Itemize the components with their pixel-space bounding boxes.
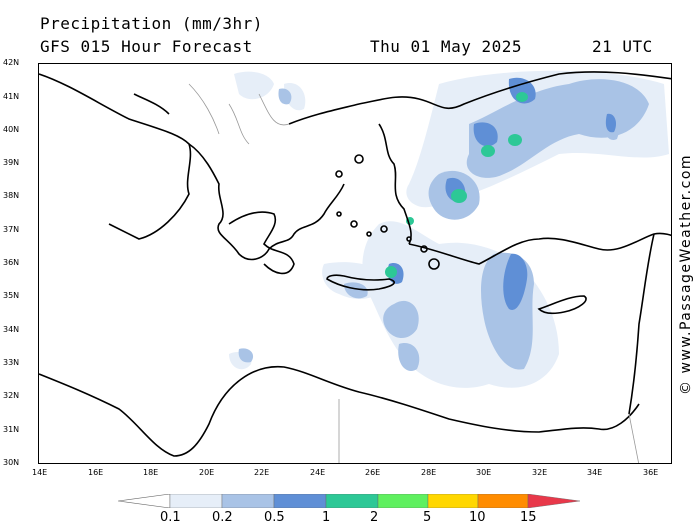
lat-label: 36N xyxy=(3,258,20,267)
lat-label: 34N xyxy=(3,325,20,334)
lat-label: 40N xyxy=(3,125,20,134)
lat-label: 35N xyxy=(3,291,20,300)
legend-label: 10 xyxy=(469,510,486,525)
legend-swatch-15 xyxy=(527,494,580,508)
precip-legend xyxy=(118,494,580,508)
lat-label: 37N xyxy=(3,225,20,234)
legend-swatch-1 xyxy=(325,494,379,508)
legend-swatch-0.2 xyxy=(221,494,275,508)
legend-swatch-5 xyxy=(427,494,479,508)
legend-label: 15 xyxy=(520,510,537,525)
lat-label: 42N xyxy=(3,58,20,67)
legend-label: 1 xyxy=(322,510,331,525)
precip-heavy xyxy=(387,77,617,310)
lat-label: 31N xyxy=(3,425,20,434)
legend-swatch-below xyxy=(118,494,171,508)
forecast-date: Thu 01 May 2025 xyxy=(370,37,522,56)
legend-label: 5 xyxy=(423,510,432,525)
legend-swatch-2 xyxy=(377,494,429,508)
lon-label: 34E xyxy=(587,468,603,477)
lat-label: 39N xyxy=(3,158,20,167)
lat-label: 41N xyxy=(3,92,20,101)
lon-label: 22E xyxy=(254,468,270,477)
borders xyxy=(188,83,640,463)
legend-swatch-0.1 xyxy=(169,494,223,508)
lat-label: 38N xyxy=(3,191,20,200)
lon-label: 28E xyxy=(421,468,437,477)
legend-label: 0.2 xyxy=(212,510,233,525)
lon-label: 36E xyxy=(643,468,659,477)
lon-label: 20E xyxy=(199,468,215,477)
precip-intense xyxy=(385,92,528,278)
legend-swatch-0.5 xyxy=(273,494,327,508)
lon-label: 16E xyxy=(88,468,104,477)
lat-label: 33N xyxy=(3,358,20,367)
legend-label: 0.1 xyxy=(160,510,181,525)
map-title: Precipitation (mm/3hr) xyxy=(40,14,263,33)
forecast-subtitle: GFS 015 Hour Forecast xyxy=(40,37,253,56)
lat-label: 30N xyxy=(3,458,20,467)
lon-label: 18E xyxy=(143,468,159,477)
precipitation-map xyxy=(38,63,672,464)
lon-label: 24E xyxy=(310,468,326,477)
lon-label: 26E xyxy=(365,468,381,477)
coastlines xyxy=(39,71,671,457)
map-canvas xyxy=(39,70,671,463)
legend-label: 0.5 xyxy=(264,510,285,525)
copyright-watermark: © www.PassageWeather.com xyxy=(678,153,694,395)
forecast-time: 21 UTC xyxy=(592,37,653,56)
lat-label: 32N xyxy=(3,391,20,400)
lon-label: 30E xyxy=(476,468,492,477)
lon-label: 14E xyxy=(32,468,48,477)
legend-swatch-10 xyxy=(477,494,529,508)
legend-label: 2 xyxy=(370,510,379,525)
lon-label: 32E xyxy=(532,468,548,477)
